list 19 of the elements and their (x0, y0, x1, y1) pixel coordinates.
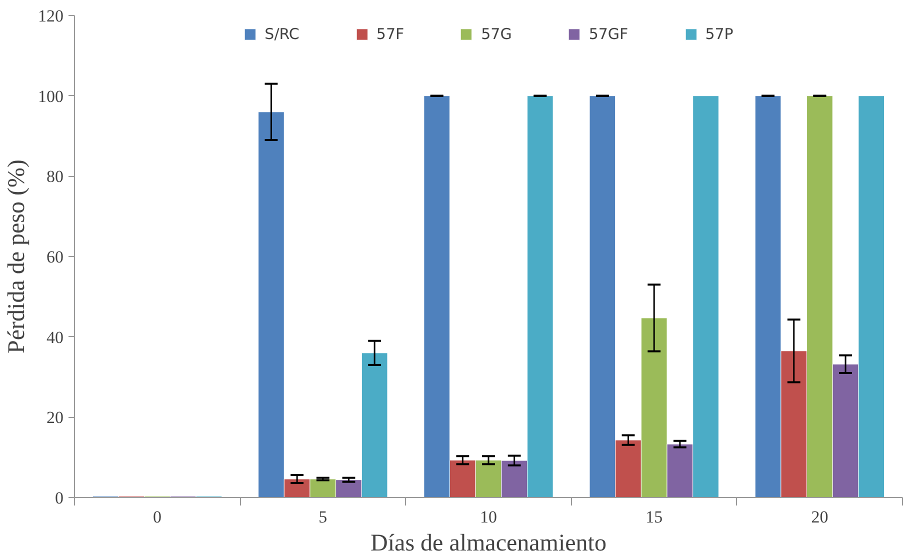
y-tick-label: 20 (46, 408, 64, 428)
y-tick-label: 120 (38, 6, 64, 26)
x-tick-label: 10 (480, 508, 497, 526)
x-tick-label: 5 (318, 508, 328, 526)
y-tick-label: 0 (55, 488, 64, 508)
legend-label: S/RC (264, 25, 300, 43)
legend-label: 57F (376, 25, 404, 43)
legend-label: 57GF (588, 25, 628, 43)
x-axis-title: Días de almacenamiento (370, 530, 606, 556)
x-tick-label: 15 (646, 508, 663, 526)
x-tick-label: 20 (811, 508, 828, 526)
y-tick-label: 80 (46, 167, 64, 186)
y-axis-title: Pérdida de peso (%) (4, 160, 30, 354)
x-tick-label: 0 (153, 508, 162, 526)
legend-label: 57G (481, 25, 512, 43)
y-tick-label: 100 (38, 86, 64, 106)
y-tick-label: 60 (46, 248, 64, 266)
y-tick-label: 40 (46, 328, 64, 347)
legend-label: 57P (705, 25, 734, 43)
